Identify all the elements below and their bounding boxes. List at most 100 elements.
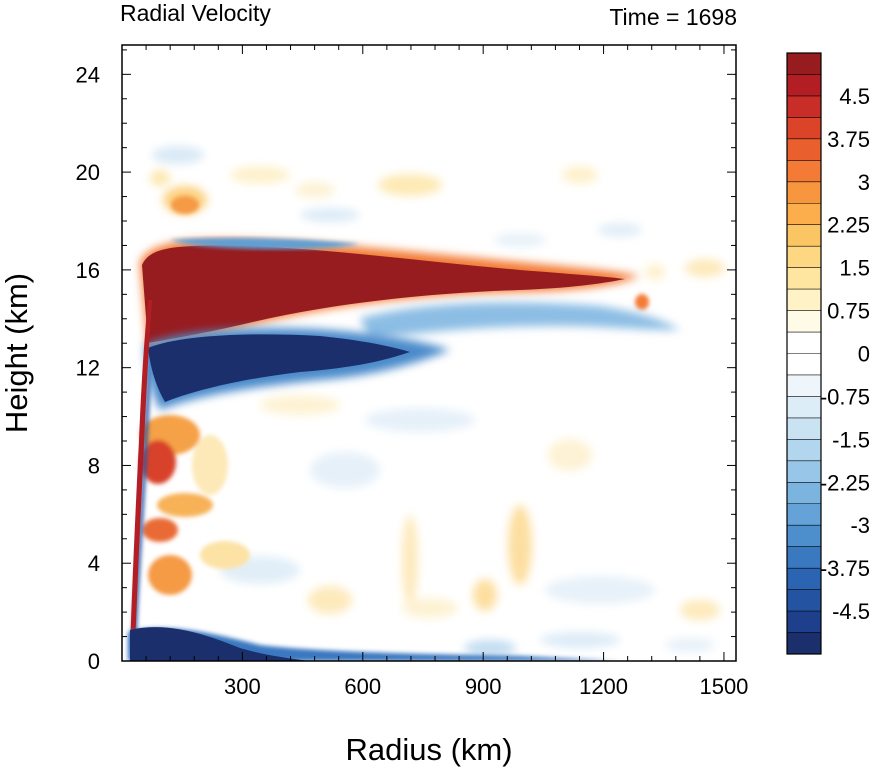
anomaly-cell [548, 439, 592, 471]
anomaly-cell [142, 518, 178, 542]
colorbar-label: -1.5 [832, 427, 870, 452]
colorbar-swatch [787, 74, 821, 97]
x-tick-label: 600 [344, 674, 381, 699]
colorbar-label: 0 [858, 342, 870, 367]
anomaly-cell [473, 579, 497, 611]
x-tick-labels: 300 600 900 1200 1500 [224, 674, 748, 699]
colorbar-swatch [787, 439, 821, 462]
colorbar-label: 3.75 [827, 127, 870, 152]
weak-anomalies [150, 146, 725, 656]
anomaly-cell [230, 166, 290, 184]
anomaly-cell [148, 555, 192, 595]
anomaly-cell [645, 264, 665, 280]
anomaly-cell [464, 640, 516, 656]
chart-title: Radial Velocity [120, 0, 271, 26]
colorbar-label: 4.5 [839, 84, 870, 109]
colorbar-labels: 4.5 3.75 3 2.25 1.5 0.75 0 -0.75 -1.5 -2.25 -3 -3.7… [820, 84, 870, 624]
outflow-jet [142, 245, 625, 343]
anomaly-cell [540, 632, 620, 648]
eyewall-outflow [140, 196, 649, 595]
jet-top-inflow [170, 237, 360, 250]
colorbar-label: -0.75 [820, 384, 870, 409]
colorbar-label: -3.75 [820, 556, 870, 581]
anomaly-cell [665, 638, 715, 652]
anomaly-cell [545, 576, 655, 604]
anomaly-cell [300, 208, 360, 222]
colorbar-swatch [787, 224, 821, 247]
anomaly-cell [402, 598, 458, 618]
y-tick-label: 4 [88, 551, 100, 576]
y-tick-label: 20 [76, 160, 100, 185]
x-tick-label: 1500 [699, 674, 748, 699]
anomaly-cell [494, 233, 546, 247]
colorbar-swatch [787, 611, 821, 633]
colorbar-swatch [787, 589, 821, 612]
anomaly-cell [310, 452, 380, 488]
x-tick-label: 300 [224, 674, 261, 699]
colorbar-label: 1.5 [839, 256, 870, 281]
anomaly-cell [295, 182, 335, 198]
anomaly-cell [152, 146, 204, 164]
colorbar-label: 2.25 [827, 213, 870, 238]
colorbar-swatch [787, 95, 821, 118]
colorbar-swatch [787, 482, 821, 505]
colorbar-swatch [787, 353, 821, 376]
x-tick-label: 1200 [579, 674, 628, 699]
colorbar-label: 3 [858, 170, 870, 195]
colorbar-swatch [787, 332, 821, 354]
plot-frame [121, 44, 737, 662]
colorbar-swatch [787, 181, 821, 204]
anomaly-cell [171, 196, 199, 214]
anomaly-cell [598, 223, 642, 237]
y-tick-labels: 0 4 8 12 16 20 24 [76, 62, 100, 674]
anomaly-cell [260, 395, 340, 415]
colorbar-swatch [787, 374, 821, 397]
anomaly-cell [140, 440, 176, 484]
colorbar-swatch [787, 267, 821, 290]
colorbar-swatch [787, 568, 821, 590]
y-tick-label: 0 [88, 649, 100, 674]
anomaly-cell [192, 435, 228, 495]
y-tick-label: 24 [76, 62, 100, 87]
eyewall-outflow-column [130, 300, 152, 650]
colorbar-swatch [787, 117, 821, 140]
x-axis-label: Radius (km) [345, 732, 512, 767]
colorbar-swatch [787, 160, 821, 183]
anomaly-cell [685, 259, 725, 277]
upper-inflow-band [360, 302, 680, 340]
colorbar-swatch [787, 203, 821, 226]
anomaly-cell [402, 515, 418, 605]
anomaly-cell [200, 541, 250, 569]
anomaly-cell [365, 408, 475, 432]
colorbar-swatch [787, 546, 821, 569]
colorbar-swatch [787, 417, 821, 440]
mid-inflow [148, 334, 410, 402]
x-tick-label: 900 [465, 674, 502, 699]
plot-area [122, 45, 736, 661]
colorbar-swatch [787, 460, 821, 483]
anomaly-cell [508, 505, 532, 585]
axis-ticks [121, 45, 736, 662]
colorbar-label: -3 [850, 513, 870, 538]
anomaly-cell [150, 170, 170, 186]
colorbar [786, 52, 822, 655]
y-axis-label: Height (km) [0, 273, 34, 433]
colorbar-swatch [787, 525, 821, 547]
anomaly-cell [308, 586, 352, 614]
colorbar-frame [786, 52, 822, 655]
colorbar-label: 0.75 [827, 299, 870, 324]
colorbar-swatch [787, 310, 821, 333]
colorbar-swatch [787, 246, 821, 268]
anomaly-cell [157, 493, 213, 517]
colorbar-swatch [787, 53, 821, 75]
colorbar-label: -2.25 [820, 470, 870, 495]
y-tick-label: 16 [76, 258, 100, 283]
anomaly-cell [562, 166, 598, 184]
colorbar-label: -4.5 [832, 599, 870, 624]
y-tick-label: 12 [76, 356, 100, 381]
colorbar-swatch [787, 632, 821, 655]
colorbar-swatch [787, 289, 821, 311]
anomaly-cell [680, 600, 720, 620]
colorbar-swatch [787, 396, 821, 419]
